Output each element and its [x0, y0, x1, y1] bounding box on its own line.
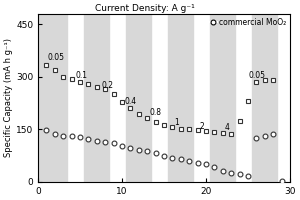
Text: 0.4: 0.4 [124, 97, 137, 106]
Bar [252, 14, 278, 182]
Text: 0.05: 0.05 [47, 53, 64, 62]
Bar [126, 14, 152, 182]
Text: 0.8: 0.8 [150, 108, 162, 117]
Text: Current Density: A g⁻¹: Current Density: A g⁻¹ [94, 4, 194, 13]
Legend: commercial MoO₂: commercial MoO₂ [208, 16, 288, 28]
Text: 4: 4 [225, 123, 230, 132]
Text: 1: 1 [174, 118, 179, 127]
Text: 2: 2 [200, 122, 204, 131]
Bar [38, 14, 68, 182]
Bar [168, 14, 194, 182]
Bar [84, 14, 110, 182]
Text: 0.05: 0.05 [248, 71, 265, 80]
Bar [210, 14, 236, 182]
Text: 0.2: 0.2 [101, 81, 113, 90]
Text: 0.1: 0.1 [76, 71, 88, 80]
Y-axis label: Specific Capacity (mA h g⁻¹): Specific Capacity (mA h g⁻¹) [4, 38, 13, 157]
